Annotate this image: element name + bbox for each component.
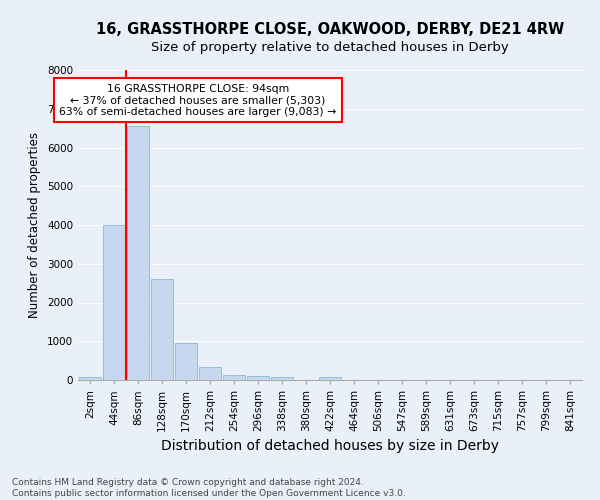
Bar [79,378,101,380]
Bar [319,376,341,380]
Bar [199,367,221,380]
Text: Contains HM Land Registry data © Crown copyright and database right 2024.
Contai: Contains HM Land Registry data © Crown c… [12,478,406,498]
Bar [175,343,197,380]
Bar [247,376,269,380]
Bar [103,225,125,380]
Bar [151,279,173,380]
Text: 16 GRASSTHORPE CLOSE: 94sqm
← 37% of detached houses are smaller (5,303)
63% of : 16 GRASSTHORPE CLOSE: 94sqm ← 37% of det… [59,84,337,117]
Y-axis label: Number of detached properties: Number of detached properties [28,132,41,318]
Text: 16, GRASSTHORPE CLOSE, OAKWOOD, DERBY, DE21 4RW: 16, GRASSTHORPE CLOSE, OAKWOOD, DERBY, D… [96,22,564,38]
Bar [223,376,245,380]
Bar [127,126,149,380]
Bar [271,377,293,380]
X-axis label: Distribution of detached houses by size in Derby: Distribution of detached houses by size … [161,440,499,454]
Text: Size of property relative to detached houses in Derby: Size of property relative to detached ho… [151,41,509,54]
